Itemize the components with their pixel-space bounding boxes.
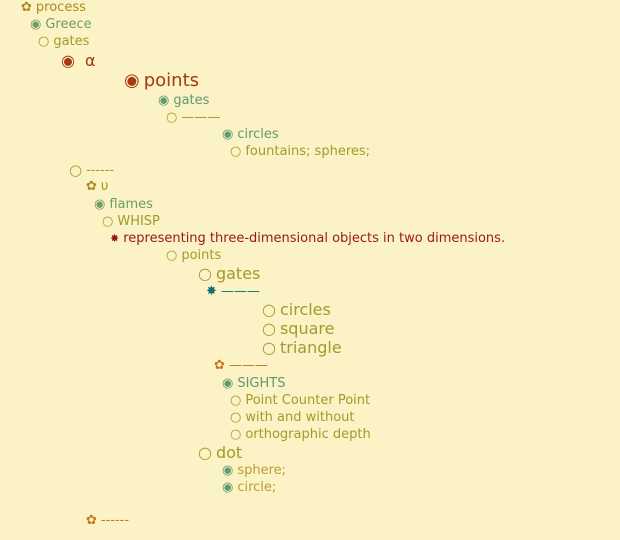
radio-filled-bullet-icon: ◉ bbox=[30, 17, 42, 32]
outline-node-dot[interactable]: ○ dot bbox=[198, 445, 242, 461]
flower-bullet-icon: ✿ bbox=[86, 513, 97, 528]
outline-node-label: points bbox=[143, 70, 200, 91]
radio-empty-bullet-icon: ○ bbox=[69, 161, 83, 179]
outline-node-triangle[interactable]: ○ triangle bbox=[262, 340, 342, 356]
outline-node-points[interactable]: ○ points bbox=[166, 249, 221, 262]
outline-node-label: sphere; bbox=[237, 463, 287, 478]
radio-empty-bullet-icon: ○ bbox=[262, 300, 276, 319]
outline-node-label: ------ bbox=[100, 513, 130, 528]
outline-node-label: orthographic depth bbox=[245, 427, 371, 442]
radio-empty-bullet-icon: ○ bbox=[102, 214, 114, 229]
outline-node-label: flames bbox=[109, 197, 153, 212]
outline-node-upsilon[interactable]: ✿ υ bbox=[86, 180, 108, 193]
outline-node-label: υ bbox=[100, 179, 109, 194]
outline-node-label: ------ bbox=[86, 163, 115, 178]
flower-bullet-icon: ✿ bbox=[21, 0, 32, 15]
outline-node-circles[interactable]: ◉ circles bbox=[222, 128, 279, 141]
outline-node-label: ——— bbox=[220, 284, 260, 299]
outline-node-gates[interactable]: ○ gates bbox=[38, 35, 89, 48]
radio-empty-bullet-icon: ○ bbox=[230, 410, 242, 425]
outline-node-label: dot bbox=[215, 443, 243, 462]
outline-node-label: gates bbox=[173, 93, 210, 108]
outline-node-circles[interactable]: ○ circles bbox=[262, 302, 331, 318]
star-bullet-icon: ✸ bbox=[206, 284, 217, 299]
outline-node-whisp[interactable]: ○ WHISP bbox=[102, 215, 160, 228]
radio-empty-bullet-icon: ○ bbox=[230, 427, 242, 442]
outline-node-label: SIGHTS bbox=[237, 376, 286, 391]
radio-empty-bullet-icon: ○ bbox=[262, 338, 276, 357]
outline-node-label: representing three-dimensional objects i… bbox=[123, 231, 506, 246]
outline-node-label: circles bbox=[279, 300, 331, 319]
outline-node-gates[interactable]: ◉ gates bbox=[158, 94, 209, 107]
outline-node-label: Greece bbox=[45, 17, 92, 32]
outline-node-label: gates bbox=[53, 34, 90, 49]
outline-node-label: with and without bbox=[245, 410, 355, 425]
radio-filled-bullet-icon: ◉ bbox=[158, 93, 170, 108]
flower-bullet-icon: ✿ bbox=[214, 358, 225, 373]
outline-node-label: gates bbox=[215, 264, 261, 283]
radio-filled-bullet-icon: ◉ bbox=[61, 51, 75, 70]
outline-node-label: circle; bbox=[237, 480, 277, 495]
outline-node-fountains[interactable]: ○ fountains; spheres; bbox=[230, 145, 370, 158]
radio-empty-bullet-icon: ○ bbox=[166, 110, 178, 125]
outline-node-flames[interactable]: ◉ flames bbox=[94, 198, 153, 211]
radio-filled-bullet-icon: ◉ bbox=[222, 463, 234, 478]
outline-node-square[interactable]: ○ square bbox=[262, 321, 334, 337]
outline-node-gates[interactable]: ○ gates bbox=[198, 266, 260, 282]
radio-filled-bullet-icon: ◉ bbox=[222, 376, 234, 391]
outline-node-greece[interactable]: ◉ Greece bbox=[30, 18, 92, 31]
outline-node-label: square bbox=[279, 319, 335, 338]
outline-node-point-counter-point[interactable]: ○ Point Counter Point bbox=[230, 394, 370, 407]
radio-filled-bullet-icon: ◉ bbox=[222, 480, 234, 495]
outline-node-label: ——— bbox=[181, 110, 221, 125]
radio-empty-bullet-icon: ○ bbox=[166, 248, 178, 263]
radio-empty-bullet-icon: ○ bbox=[198, 264, 212, 283]
radio-empty-bullet-icon: ○ bbox=[38, 34, 50, 49]
outline-node-label: α bbox=[84, 51, 96, 70]
outline-node-dashes[interactable]: ✸ ——— bbox=[206, 285, 260, 298]
outline-node-label: triangle bbox=[279, 338, 342, 357]
outline-node-label: Point Counter Point bbox=[245, 393, 371, 408]
outline-node-sphere[interactable]: ◉ sphere; bbox=[222, 464, 286, 477]
radio-filled-bullet-icon: ◉ bbox=[222, 127, 234, 142]
outline-node-dashes[interactable]: ✿ ——— bbox=[214, 359, 268, 372]
outline-node-label: circles bbox=[237, 127, 279, 142]
radio-empty-bullet-icon: ○ bbox=[198, 443, 212, 462]
radio-empty-bullet-icon: ○ bbox=[230, 144, 242, 159]
outline-node-process[interactable]: ✿ process bbox=[21, 1, 86, 14]
outline-node-sights[interactable]: ◉ SIGHTS bbox=[222, 377, 285, 390]
outline-node-dashes[interactable]: ✿ ------ bbox=[86, 514, 129, 527]
outline-node-points[interactable]: ◉ points bbox=[124, 72, 199, 90]
outline-node-circle[interactable]: ◉ circle; bbox=[222, 481, 276, 494]
outline-node-label: fountains; spheres; bbox=[245, 144, 371, 159]
radio-filled-bullet-icon: ◉ bbox=[124, 70, 140, 91]
outline-node-label: WHISP bbox=[117, 214, 160, 229]
outline-node-dashes[interactable]: ○ ------ bbox=[69, 163, 114, 178]
outline-node-dashes[interactable]: ○ ——— bbox=[166, 111, 220, 124]
star-bullet-icon: ✸ bbox=[110, 232, 120, 245]
outline-node-label: ——— bbox=[228, 358, 268, 373]
radio-filled-bullet-icon: ◉ bbox=[94, 197, 106, 212]
radio-empty-bullet-icon: ○ bbox=[230, 393, 242, 408]
outline-node-label: points bbox=[181, 248, 222, 263]
radio-empty-bullet-icon: ○ bbox=[262, 319, 276, 338]
flower-bullet-icon: ✿ bbox=[86, 179, 97, 194]
outline-node-with-and-without[interactable]: ○ with and without bbox=[230, 411, 355, 424]
outline-node-orthographic-depth[interactable]: ○ orthographic depth bbox=[230, 428, 371, 441]
outline-node-alpha[interactable]: ◉ α bbox=[61, 53, 96, 69]
outline-node-representing[interactable]: ✸ representing three-dimensional objects… bbox=[110, 232, 505, 245]
outline-node-label: process bbox=[35, 0, 86, 15]
